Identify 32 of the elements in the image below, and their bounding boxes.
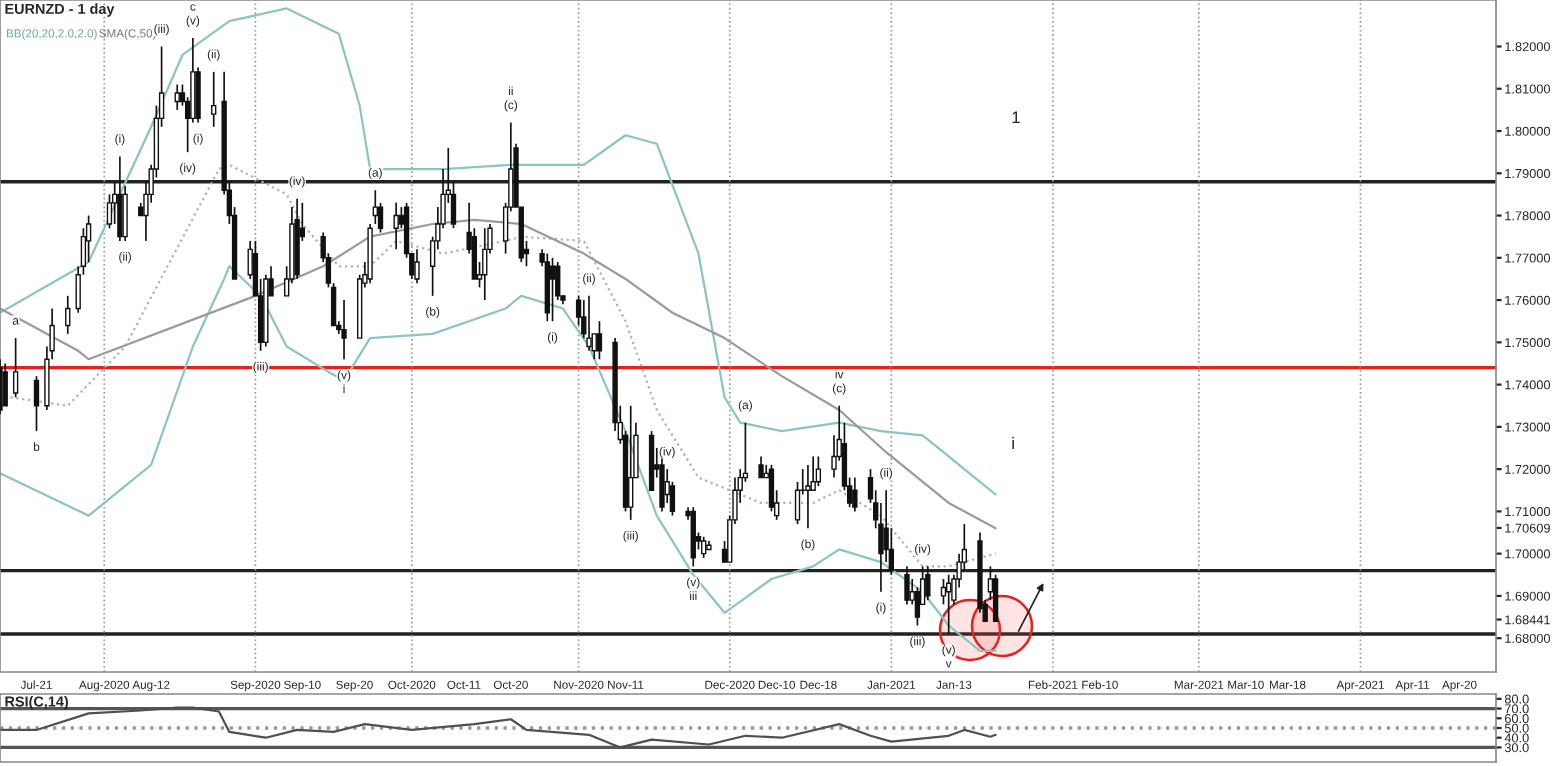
candlestick [341,299,347,361]
candlestick [549,256,556,323]
candlestick [211,71,217,128]
candlestick [65,295,71,335]
candlestick [768,464,775,513]
annotation: 1 [1012,111,1020,123]
candlestick [117,155,123,242]
candlestick [393,202,399,251]
candlestick [815,455,822,487]
candlestick [174,83,180,111]
candlestick [701,535,707,559]
candlestick [659,455,665,513]
candlestick [852,476,858,513]
candlestick [628,404,634,521]
candlestick [904,565,910,606]
candlestick [596,320,603,361]
candlestick [372,189,378,225]
candlestick [992,573,999,623]
candlestick [482,227,488,301]
candlestick [914,586,921,627]
line-series [0,7,997,496]
candlestick [414,248,420,285]
candlestick [925,565,931,601]
candlestick [12,337,19,399]
candlestick [33,375,40,432]
candlestick [2,362,8,407]
candlestick [586,295,592,352]
candlestick [758,455,764,479]
line-series [9,163,997,568]
annotation: i [1012,436,1014,449]
candlestick [805,464,811,530]
candlestick [690,506,696,568]
